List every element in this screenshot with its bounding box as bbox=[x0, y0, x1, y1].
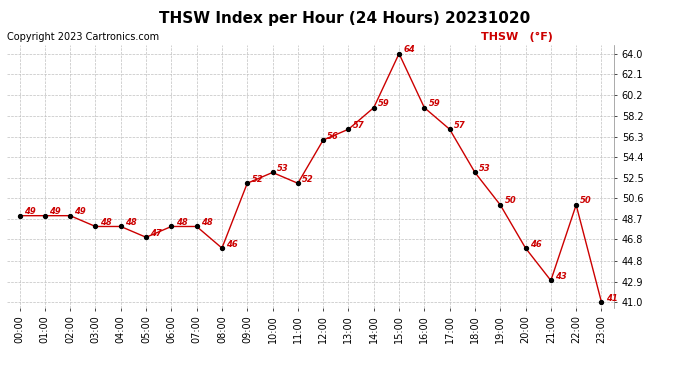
Text: 49: 49 bbox=[23, 207, 35, 216]
Point bbox=[166, 224, 177, 230]
Point bbox=[343, 126, 354, 132]
Text: 43: 43 bbox=[555, 272, 566, 281]
Text: 46: 46 bbox=[530, 240, 542, 249]
Point bbox=[571, 202, 582, 208]
Text: 48: 48 bbox=[125, 218, 137, 227]
Text: THSW  (°F): THSW (°F) bbox=[480, 32, 553, 42]
Text: 49: 49 bbox=[75, 207, 86, 216]
Text: 48: 48 bbox=[201, 218, 213, 227]
Text: 57: 57 bbox=[353, 121, 364, 130]
Point bbox=[317, 137, 328, 143]
Text: 53: 53 bbox=[277, 164, 288, 173]
Point bbox=[267, 170, 278, 176]
Point bbox=[495, 202, 506, 208]
Point bbox=[115, 224, 126, 230]
Text: 50: 50 bbox=[504, 196, 516, 206]
Text: 52: 52 bbox=[302, 175, 314, 184]
Point bbox=[469, 170, 480, 176]
Text: 57: 57 bbox=[454, 121, 466, 130]
Text: 50: 50 bbox=[580, 196, 592, 206]
Point bbox=[241, 180, 253, 186]
Point bbox=[545, 278, 556, 284]
Point bbox=[90, 224, 101, 230]
Text: 41: 41 bbox=[606, 294, 618, 303]
Text: 59: 59 bbox=[378, 99, 390, 108]
Text: 49: 49 bbox=[49, 207, 61, 216]
Text: 46: 46 bbox=[226, 240, 238, 249]
Text: 56: 56 bbox=[327, 132, 339, 141]
Point bbox=[39, 213, 50, 219]
Text: THSW Index per Hour (24 Hours) 20231020: THSW Index per Hour (24 Hours) 20231020 bbox=[159, 11, 531, 26]
Text: 52: 52 bbox=[251, 175, 263, 184]
Point bbox=[141, 234, 152, 240]
Point bbox=[596, 299, 607, 305]
Text: Copyright 2023 Cartronics.com: Copyright 2023 Cartronics.com bbox=[7, 32, 159, 42]
Point bbox=[520, 245, 531, 251]
Point bbox=[65, 213, 76, 219]
Point bbox=[217, 245, 228, 251]
Text: 47: 47 bbox=[150, 229, 162, 238]
Text: 64: 64 bbox=[403, 45, 415, 54]
Point bbox=[419, 105, 430, 111]
Text: 53: 53 bbox=[479, 164, 491, 173]
Point bbox=[191, 224, 202, 230]
Point bbox=[14, 213, 25, 219]
Text: 59: 59 bbox=[428, 99, 440, 108]
Point bbox=[393, 51, 404, 57]
Point bbox=[368, 105, 380, 111]
Text: 48: 48 bbox=[99, 218, 111, 227]
Point bbox=[293, 180, 304, 186]
Point bbox=[444, 126, 455, 132]
Text: 48: 48 bbox=[175, 218, 187, 227]
